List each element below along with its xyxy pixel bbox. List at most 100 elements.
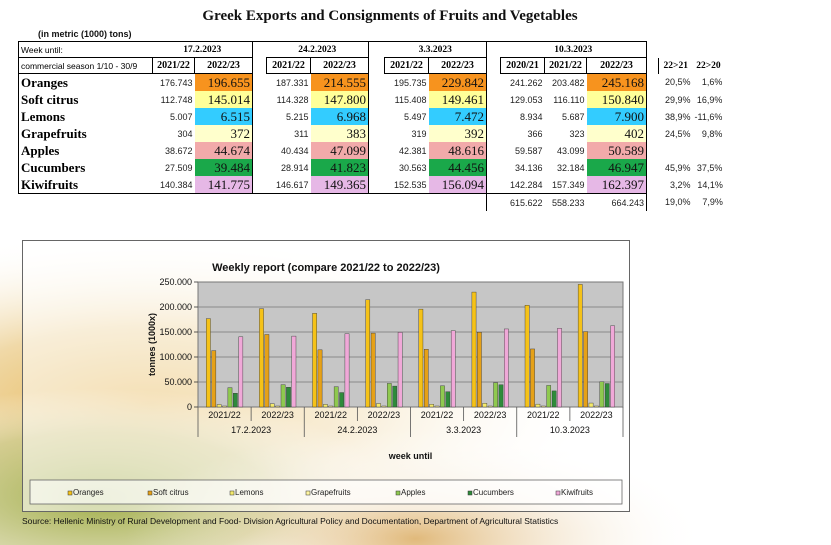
total-cell: 664.243 [586,193,647,211]
chart-title: Weekly report (compare 2021/22 to 2022/2… [212,262,440,274]
bar-cucumbers [551,390,557,408]
table-cell [252,142,267,159]
value-cell: 176.743 [159,77,193,88]
legend-label: Kiwifruits [561,488,593,497]
x-tick-label: 2021/22 [421,410,454,420]
season-header: 2021/22 [152,57,195,74]
value-cell: 114.328 [276,94,309,105]
table-cell [311,194,369,212]
week-label: Week until: [18,41,153,58]
table-cell [267,194,311,212]
value-cell: 129.053 [509,94,543,105]
data-table: Week until: 17.2.2023 24.2.2023 3.3.2023 10.… [18,41,725,211]
bar-lemons [482,403,488,408]
bar-grapefruits [487,405,493,408]
y-tick-label: 250.000 [159,277,192,287]
table-row: 615.622 558.233 664.243 19,0% 7,9% [19,193,725,212]
season-header: 2021/22 [544,57,587,74]
chart-svg: Weekly report (compare 2021/22 to 2022/2… [22,240,630,512]
bar-cucumbers [286,387,291,408]
value-cell: 59.587 [514,145,543,156]
pct-cell: -11,6% [694,111,723,122]
value-cell-highlight: 39.484 [194,159,253,176]
bar-oranges [418,308,424,408]
week-header: 24.2.2023 [266,41,369,58]
table-cell [429,194,487,212]
pct-cell: 9,8% [701,128,723,139]
value-cell: 34.136 [514,162,543,173]
value-cell-highlight: 229.842 [428,73,487,91]
total-cell: 558.233 [551,197,585,208]
value-cell-highlight: 141.775 [194,176,253,194]
season-label: commercial season 1/10 - 30/9 [18,57,153,74]
value-cell: 116.110 [553,94,585,105]
bar-cucumbers [392,385,398,408]
table-cell [486,57,501,74]
value-cell-highlight: 46.947 [586,159,647,176]
legend-label: Lemons [235,488,263,497]
bar-apples [280,384,286,408]
bar-grapefruits [434,405,440,408]
table-cell [252,125,267,142]
week-header: 3.3.2023 [384,41,487,58]
table-cell [368,125,385,142]
value-cell-highlight: 48.616 [428,142,487,159]
bar-kiwifruits [450,330,456,408]
bar-lemons [429,404,434,408]
x-group-label: 3.3.2023 [446,425,481,435]
value-cell: 319 [411,128,427,139]
pct-header: 22>21 [658,57,693,74]
value-cell: 187.331 [275,77,309,88]
bar-apples [387,383,392,408]
value-cell: 27.509 [164,162,193,173]
legend-label: Soft citrus [153,488,189,497]
season-header: 2021/22 [384,57,429,74]
total-cell: 615.622 [509,197,543,208]
bar-oranges [471,291,477,408]
pct-cell [659,142,693,159]
bar-soft-citrus [423,349,429,408]
bar-soft-citrus [530,348,535,408]
value-cell-highlight: 44.456 [428,159,487,176]
value-cell: 40.434 [280,145,309,156]
bar-oranges [365,299,371,408]
legend-label: Cucumbers [473,488,514,497]
table-cell [385,194,429,212]
table-cell [368,41,385,58]
value-cell-highlight: 6.968 [310,108,369,125]
value-cell: 5.497 [403,111,427,122]
value-cell: 152.535 [384,176,429,194]
product-name: Oranges [18,73,153,91]
bar-oranges [312,313,317,408]
table-row: Lemons 5.007 6.515 5.215 6.968 5.497 7.472 8.93… [18,108,725,125]
unit-note: (in metric (1000) tons) [38,29,132,39]
table-cell [486,73,501,91]
bar-grapefruits [222,405,227,408]
x-tick-label: 2022/23 [474,410,507,420]
y-tick-label: 100.000 [159,352,192,362]
legend-swatch [229,490,235,496]
table-cell [253,194,267,212]
bar-oranges [206,318,211,408]
table-cell [647,194,659,212]
bar-kiwifruits [504,328,509,408]
table-cell [195,194,253,212]
value-cell: 203.482 [551,77,585,88]
value-cell-highlight: 162.397 [586,176,647,194]
pct-cell: 16,9% [696,94,723,105]
table-cell [368,159,385,176]
table-cell [486,142,501,159]
table-row: Kiwifruits 140.384 141.775 146.617 149.365 15… [18,176,725,194]
value-cell: 241.262 [509,77,543,88]
table-row: Soft citrus 112.748 145.014 114.328 147.800 1… [18,91,725,108]
bar-oranges [259,308,264,408]
table-cell [368,73,385,91]
x-axis-label: week until [388,451,433,461]
pct-cell: 45,9% [664,162,691,173]
pct-cell: 20,5% [664,77,691,88]
legend-swatch [147,490,153,496]
table-cell [368,57,385,74]
pct-cell [693,142,725,159]
season-header: 2021/22 [266,57,311,74]
bar-kiwifruits [238,336,244,408]
